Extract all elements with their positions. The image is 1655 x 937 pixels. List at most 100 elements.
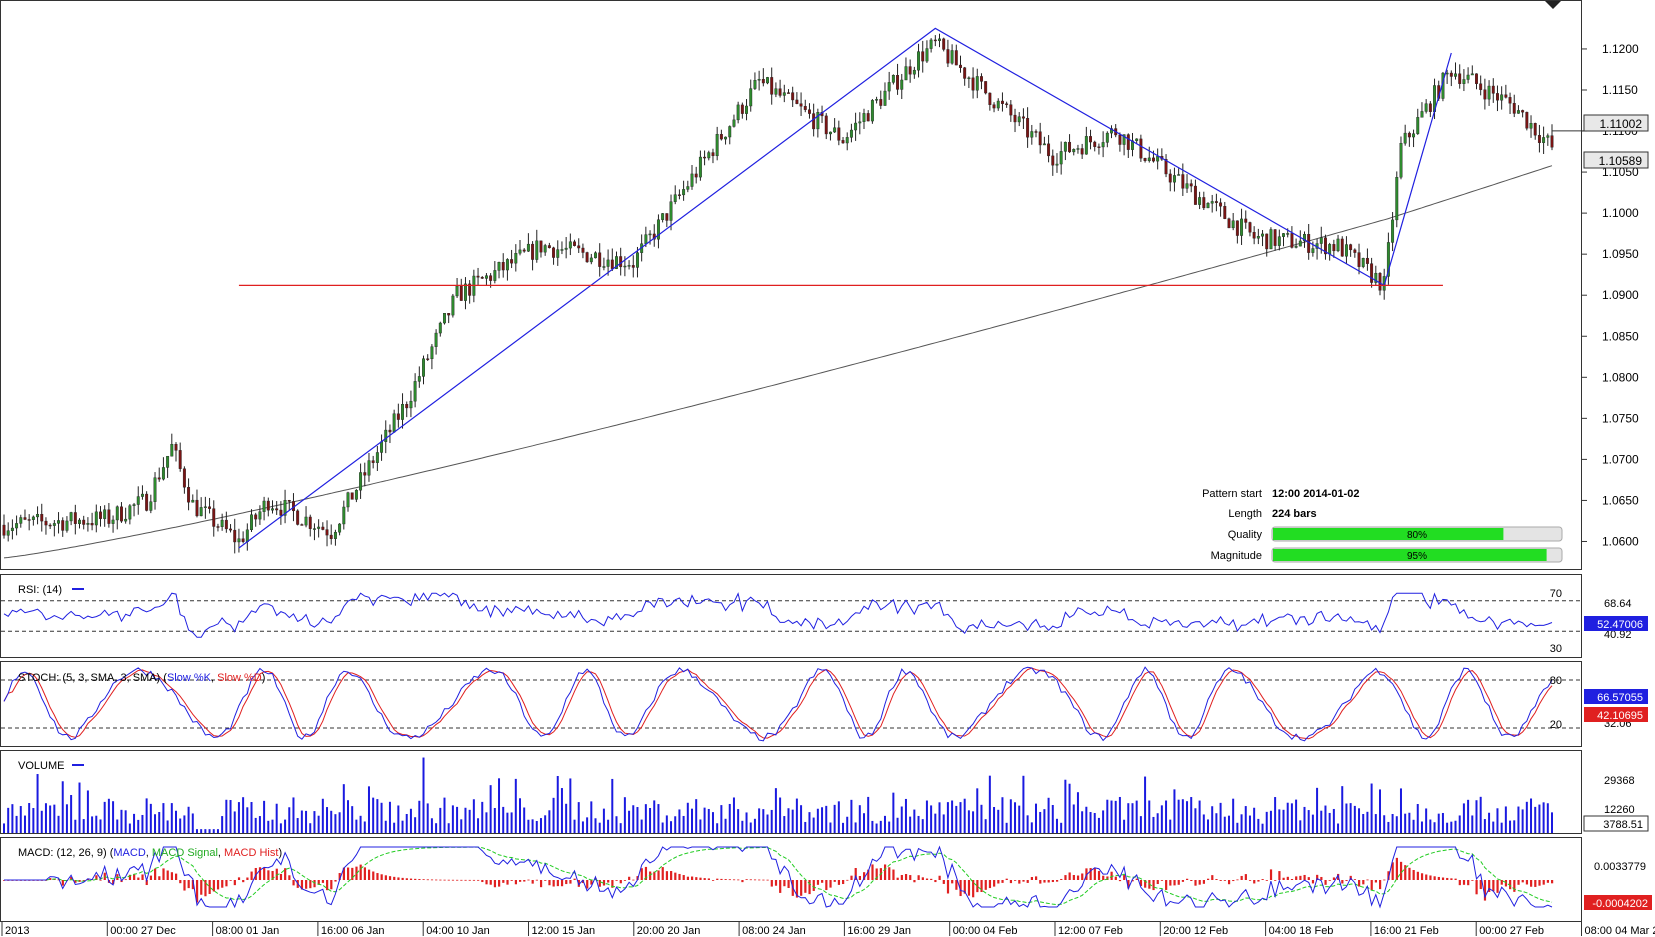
volume-bar [510, 812, 513, 833]
macd-hist-bar [1492, 880, 1495, 892]
volume-bar [313, 811, 316, 833]
volume-bar [858, 805, 861, 833]
volume-bar [317, 815, 320, 833]
volume-bar [305, 810, 308, 833]
macd-hist-bar [1311, 880, 1315, 884]
candle-body [15, 523, 19, 529]
volume-bar [242, 797, 245, 833]
macd-hist-bar [1517, 880, 1520, 885]
macd-hist-bar [586, 880, 589, 889]
candle-body [1231, 220, 1235, 229]
macd-hist-bar [1374, 880, 1378, 883]
volume-bar [1345, 803, 1348, 833]
scroll-marker-icon[interactable] [1545, 1, 1561, 9]
candle-body [917, 51, 920, 71]
candle-body [984, 81, 988, 94]
macd-hist-bar [149, 875, 153, 880]
volume-bar [984, 819, 987, 833]
rsi-current-box [1584, 616, 1648, 631]
candle-body [216, 526, 220, 528]
volume-bar [1404, 813, 1407, 833]
volume-bar [611, 778, 614, 833]
macd-hist-bar [212, 880, 215, 892]
macd-hist-bar [1366, 879, 1369, 881]
volume-bar [951, 800, 954, 833]
volume-bar [1387, 821, 1390, 833]
price-tick-label: 1.0850 [1602, 329, 1639, 343]
macd-hist-bar [1068, 872, 1071, 880]
candle-body [191, 499, 195, 503]
macd-hist-bar [1219, 880, 1222, 881]
candle-body [854, 122, 858, 131]
candle-body [1256, 236, 1260, 239]
macd-hist-bar [1035, 876, 1038, 880]
volume-bar [263, 800, 266, 833]
macd-hist-bar [749, 879, 752, 881]
candle-body [1181, 174, 1185, 189]
candle-body [145, 493, 149, 511]
candle-body [1475, 73, 1478, 84]
macd-hist-bar [1416, 871, 1419, 880]
volume-bar [28, 803, 31, 833]
macd-hist-bar [674, 872, 677, 880]
macd-hist-bar [946, 880, 950, 894]
volume-bar [804, 821, 807, 833]
candle-body [627, 265, 631, 267]
candle-body [1521, 110, 1525, 113]
candle-body [677, 194, 681, 196]
candle-body [6, 530, 10, 536]
volume-bar [1278, 809, 1281, 833]
macd-hist-bar [850, 875, 853, 880]
time-tick-label: 16:00 21 Feb [1374, 925, 1439, 937]
length-label: Length [1228, 508, 1262, 520]
volume-bar [451, 805, 454, 833]
volume-bar [590, 801, 593, 833]
time-tick-label: 00:00 27 Dec [110, 925, 176, 937]
candle-body [2, 524, 6, 536]
macd-hist-bar [1102, 875, 1105, 880]
volume-bar [1525, 801, 1528, 833]
time-tick-label: 20:00 12 Feb [1163, 925, 1228, 937]
macd-hist-bar [695, 877, 698, 880]
candle-body [644, 234, 648, 244]
candle-body [153, 477, 157, 502]
candle-body [740, 104, 744, 114]
candle-body [1428, 103, 1432, 112]
candle-body [1407, 132, 1411, 138]
macd-hist-bar [883, 864, 887, 880]
candle-body [887, 82, 891, 92]
candle-body [90, 523, 94, 526]
volume-bar [250, 802, 253, 833]
candle-body [1412, 133, 1416, 138]
volume-bar [204, 829, 207, 833]
macd-hist-bar [984, 880, 987, 890]
candle-body [1336, 238, 1340, 252]
volume-bar [120, 809, 123, 833]
volume-bar [1429, 819, 1432, 833]
macd-hist-bar [1215, 879, 1218, 880]
macd-hist-bar [493, 880, 497, 888]
volume-bar [1295, 799, 1298, 833]
candle-body [1386, 242, 1390, 277]
macd-hist-bar [955, 880, 958, 890]
candle-body [132, 504, 136, 506]
macd-hist-bar [1408, 867, 1411, 880]
volume-bar [1286, 802, 1289, 833]
macd-hist-bar [837, 880, 841, 885]
volume-bar [1530, 798, 1533, 833]
candle-body [1349, 244, 1353, 251]
volume-bar [800, 805, 803, 833]
candle-body [1261, 233, 1264, 237]
macd-hist-bar [1177, 880, 1180, 885]
volume-bar [795, 798, 798, 833]
macd-hist-bar [1211, 875, 1214, 880]
candle-body [1122, 134, 1126, 145]
volume-bar [502, 806, 505, 833]
candle-body [203, 506, 207, 508]
candle-body [31, 516, 35, 520]
candle-body [778, 88, 782, 96]
candle-body [606, 259, 610, 267]
candle-body [1491, 85, 1495, 94]
volume-bar [539, 818, 542, 833]
macd-hist-bar [78, 880, 81, 882]
